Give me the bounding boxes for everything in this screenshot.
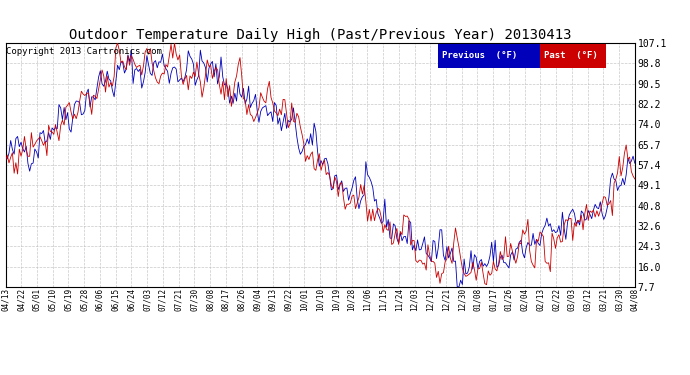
Title: Outdoor Temperature Daily High (Past/Previous Year) 20130413: Outdoor Temperature Daily High (Past/Pre… — [69, 28, 571, 42]
Text: Past  (°F): Past (°F) — [544, 51, 598, 60]
Text: Copyright 2013 Cartronics.com: Copyright 2013 Cartronics.com — [6, 47, 161, 56]
Text: Previous  (°F): Previous (°F) — [442, 51, 517, 60]
